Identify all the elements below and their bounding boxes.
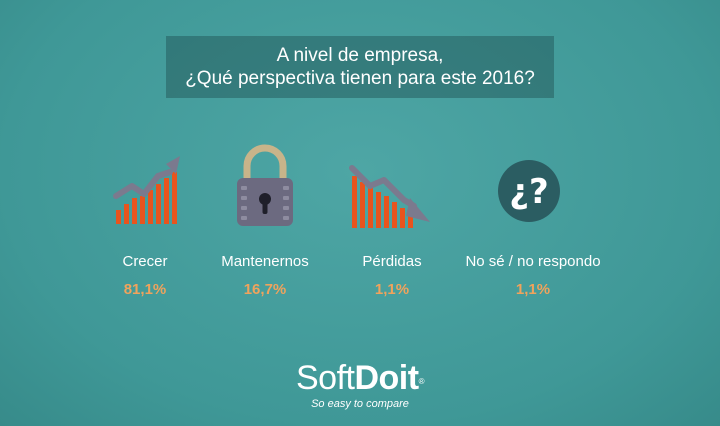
growth-icon-bar [164,178,169,224]
decline-chart-icon [349,165,430,228]
growth-icon-bar [172,172,177,224]
decline-icon-bar [376,192,381,228]
label-no-se: No sé / no respondo [465,253,601,270]
growth-chart-icon [113,156,180,224]
value-no-se: 1,1% [515,281,551,298]
value-crecer: 81,1% [123,281,167,298]
title-line-2: ¿Qué perspectiva tienen para este 2016? [185,68,535,89]
value-perdidas: 1,1% [374,281,410,298]
growth-icon-bar [116,210,121,224]
decline-icon-bar [384,196,389,228]
decline-icon-bar [400,208,405,228]
growth-icon-bar [140,196,145,224]
logo-doit-text: Doit [354,359,419,397]
title-box: A nivel de empresa, ¿Qué perspectiva tie… [166,36,554,98]
decline-icon-bar [368,188,373,228]
decline-icon-bar [408,214,413,228]
growth-icon-bar [124,204,129,224]
question-icon: ¿? [498,160,560,222]
label-mantenernos: Mantenernos [221,253,309,270]
logo-registered-mark: ® [418,377,425,386]
label-crecer: Crecer [122,253,168,270]
decline-icon-bar [352,176,357,228]
growth-icon-bar [156,184,161,224]
decline-icon-bar [360,182,365,228]
title-line-1: A nivel de empresa, [276,45,444,66]
decline-icon-bar [392,202,397,228]
svg-text:¿?: ¿? [509,172,548,212]
logo-tagline: So easy to compare [311,398,409,410]
growth-icon-bar [132,198,137,224]
softdoit-logo: SoftDoit® So easy to compare [260,360,460,410]
value-mantenernos: 16,7% [243,281,287,298]
label-perdidas: Pérdidas [362,253,422,270]
logo-soft-text: Soft [296,359,355,397]
padlock-icon [237,144,293,226]
growth-icon-bar [148,190,153,224]
